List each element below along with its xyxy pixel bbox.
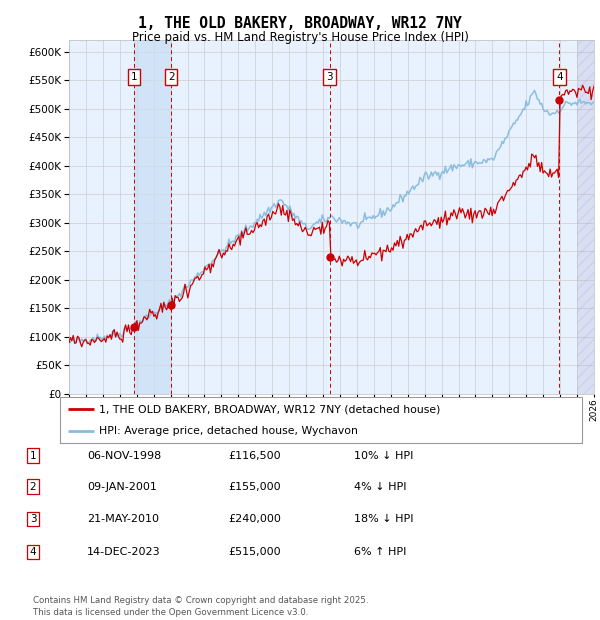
Text: 14-DEC-2023: 14-DEC-2023	[87, 547, 161, 557]
Bar	[577, 40, 594, 394]
Text: 4% ↓ HPI: 4% ↓ HPI	[354, 482, 407, 492]
Text: £155,000: £155,000	[228, 482, 281, 492]
Text: £116,500: £116,500	[228, 451, 281, 461]
Text: 4: 4	[29, 547, 37, 557]
Text: 1, THE OLD BAKERY, BROADWAY, WR12 7NY: 1, THE OLD BAKERY, BROADWAY, WR12 7NY	[138, 16, 462, 30]
Text: 06-NOV-1998: 06-NOV-1998	[87, 451, 161, 461]
Text: 21-MAY-2010: 21-MAY-2010	[87, 514, 159, 524]
Text: 6% ↑ HPI: 6% ↑ HPI	[354, 547, 406, 557]
Bar	[134, 40, 171, 394]
Text: £240,000: £240,000	[228, 514, 281, 524]
Text: 18% ↓ HPI: 18% ↓ HPI	[354, 514, 413, 524]
Text: 1: 1	[29, 451, 37, 461]
Text: 1, THE OLD BAKERY, BROADWAY, WR12 7NY (detached house): 1, THE OLD BAKERY, BROADWAY, WR12 7NY (d…	[99, 404, 440, 414]
Text: 4: 4	[556, 73, 563, 82]
Text: 1: 1	[131, 73, 137, 82]
Text: 2: 2	[168, 73, 175, 82]
Text: 3: 3	[29, 514, 37, 524]
Text: 3: 3	[326, 73, 333, 82]
FancyBboxPatch shape	[60, 397, 582, 443]
Text: 2: 2	[29, 482, 37, 492]
Text: Contains HM Land Registry data © Crown copyright and database right 2025.
This d: Contains HM Land Registry data © Crown c…	[33, 596, 368, 617]
Text: HPI: Average price, detached house, Wychavon: HPI: Average price, detached house, Wych…	[99, 426, 358, 436]
Text: Price paid vs. HM Land Registry's House Price Index (HPI): Price paid vs. HM Land Registry's House …	[131, 31, 469, 44]
Text: 10% ↓ HPI: 10% ↓ HPI	[354, 451, 413, 461]
Text: 09-JAN-2001: 09-JAN-2001	[87, 482, 157, 492]
Text: £515,000: £515,000	[228, 547, 281, 557]
